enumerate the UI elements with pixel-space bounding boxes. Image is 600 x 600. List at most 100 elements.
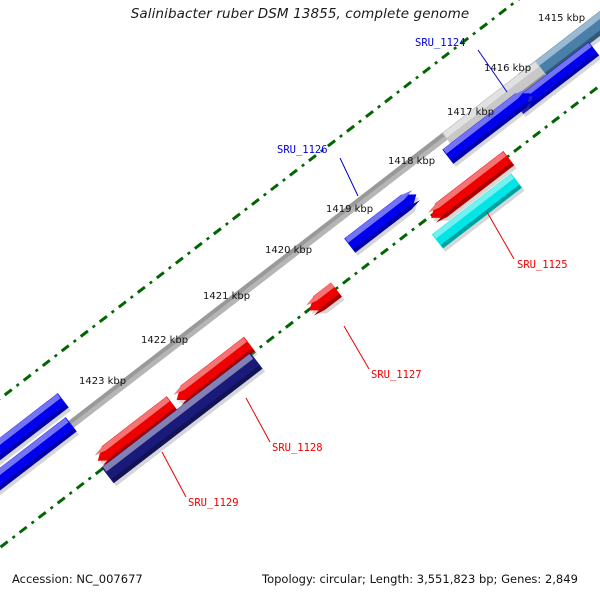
gene-feature-feat-red-1127[interactable] xyxy=(306,282,345,316)
guide-tick-mark xyxy=(11,535,16,540)
guide-tick-mark xyxy=(491,16,496,21)
feature-shade xyxy=(353,200,420,253)
leader-line-SRU_1129 xyxy=(161,451,187,498)
axis-tick-label: 1422 kbp xyxy=(141,335,189,346)
feature-shade xyxy=(440,184,522,248)
guide-tick-mark xyxy=(269,183,279,192)
guide-tick-mark xyxy=(525,139,530,144)
genome-stats-text: Topology: circular; Length: 3,551,823 bp… xyxy=(262,572,578,586)
gene-label-SRU_1124[interactable]: SRU_1124 xyxy=(415,37,466,49)
guide-tick-mark xyxy=(472,31,477,36)
gene-label-SRU_1129[interactable]: SRU_1129 xyxy=(188,497,239,509)
gene-features xyxy=(0,10,600,498)
axis-tick-label: 1415 kbp xyxy=(538,13,586,24)
leader-line-SRU_1126 xyxy=(339,157,359,197)
gene-feature-feat-blue-1124[interactable] xyxy=(442,89,534,167)
feature-body xyxy=(101,352,263,484)
gene-feature-feat-navy-1129[interactable] xyxy=(101,352,266,487)
gene-feature-feat-red-1125[interactable] xyxy=(428,151,517,223)
gene-feature-feat-cyan-1125[interactable] xyxy=(431,173,525,252)
feature-highlight xyxy=(94,396,170,456)
guide-tick-mark xyxy=(284,320,294,329)
guide-tick-mark xyxy=(129,295,134,300)
leader-line-SRU_1124 xyxy=(477,49,508,93)
guide-tick-mark xyxy=(53,353,58,358)
axis-tick-label: 1421 kbp xyxy=(203,291,251,302)
axis-tick-label: 1416 kbp xyxy=(484,63,532,74)
page-title: Salinibacter ruber DSM 13855, complete g… xyxy=(130,6,470,22)
feature-shade xyxy=(451,99,534,164)
guide-tick-mark xyxy=(589,86,599,95)
guide-tick-mark xyxy=(563,110,568,115)
guide-tick-mark xyxy=(372,256,377,261)
gene-feature-feat-blue-left-upper[interactable] xyxy=(0,393,72,474)
axis-tick-label: 1420 kbp xyxy=(265,245,313,256)
guide-tick-mark xyxy=(110,309,115,314)
guide-tick-mark xyxy=(498,7,508,16)
guide-tick-mark xyxy=(434,60,439,65)
label-leader-lines xyxy=(161,49,515,498)
feature-body xyxy=(512,42,600,114)
guide-tick-mark xyxy=(231,212,241,221)
feature-shade xyxy=(0,428,76,491)
gene-feature-feat-red-1128b[interactable] xyxy=(173,336,258,406)
feature-shade xyxy=(111,365,262,483)
guide-tick-mark xyxy=(79,329,89,338)
feature-shade xyxy=(0,404,68,461)
guide-tick-mark xyxy=(392,242,396,247)
feature-body xyxy=(442,61,548,149)
guide-tick-mark xyxy=(18,525,28,534)
guide-tick-mark xyxy=(91,324,96,329)
guide-tick-mark xyxy=(56,496,66,505)
guide-tick-mark xyxy=(148,280,153,285)
guide-tick-mark xyxy=(296,315,301,320)
guide-tick-mark xyxy=(551,115,561,124)
gene-feature-feat-red-1128a[interactable] xyxy=(94,396,181,466)
guide-tick-mark xyxy=(326,139,337,148)
gene-feature-feat-blue-upper[interactable] xyxy=(512,42,600,117)
gene-label-SRU_1126[interactable]: SRU_1126 xyxy=(277,144,328,156)
gene-label-SRU_1125[interactable]: SRU_1125 xyxy=(517,259,568,271)
guide-tick-mark xyxy=(479,22,489,31)
feature-body xyxy=(309,282,342,311)
guide-tick-mark xyxy=(34,368,39,373)
guide-tick-mark xyxy=(288,168,298,177)
guide-tick-mark xyxy=(186,251,191,256)
guide-tick-mark xyxy=(174,256,184,265)
feature-shade xyxy=(435,162,514,223)
guide-tick-mark xyxy=(338,134,344,139)
guide-tick-mark xyxy=(360,262,370,271)
axis-tick-label: 1419 kbp xyxy=(326,204,374,215)
guide-tick-mark xyxy=(281,178,286,182)
gene-label-SRU_1127[interactable]: SRU_1127 xyxy=(371,369,422,381)
guide-tick-mark xyxy=(417,218,428,227)
feature-highlight xyxy=(0,393,61,445)
guide-tick-mark xyxy=(49,505,54,510)
guide-tick-mark xyxy=(94,467,104,476)
guide-tick-mark xyxy=(532,130,542,139)
gene-label-SRU_1128[interactable]: SRU_1128 xyxy=(272,442,323,454)
guide-tick-mark xyxy=(265,335,275,344)
feature-shade xyxy=(181,348,255,406)
guide-tick-mark xyxy=(41,359,51,367)
guide-tick-mark xyxy=(441,51,451,60)
feature-highlight xyxy=(306,282,335,306)
guide-tick-mark xyxy=(353,271,358,276)
guide-tick-mark xyxy=(379,247,389,256)
guide-tick-mark xyxy=(167,265,172,270)
gene-feature-feat-blue-1126[interactable] xyxy=(344,190,420,256)
guide-tick-mark xyxy=(582,95,587,100)
guide-tick-mark xyxy=(205,236,210,241)
guide-tick-mark xyxy=(396,90,400,95)
guide-tick-mark xyxy=(3,388,13,397)
guide-tick-mark xyxy=(212,227,222,236)
guide-tick-mark xyxy=(87,476,92,481)
guide-tick-mark xyxy=(193,241,203,250)
guide-tick-mark xyxy=(453,46,458,51)
feature-body xyxy=(176,336,255,401)
guide-tick-mark xyxy=(224,221,229,226)
gene-feature-feat-blue-left-lower[interactable] xyxy=(0,417,80,498)
guide-tick-mark xyxy=(307,154,317,162)
